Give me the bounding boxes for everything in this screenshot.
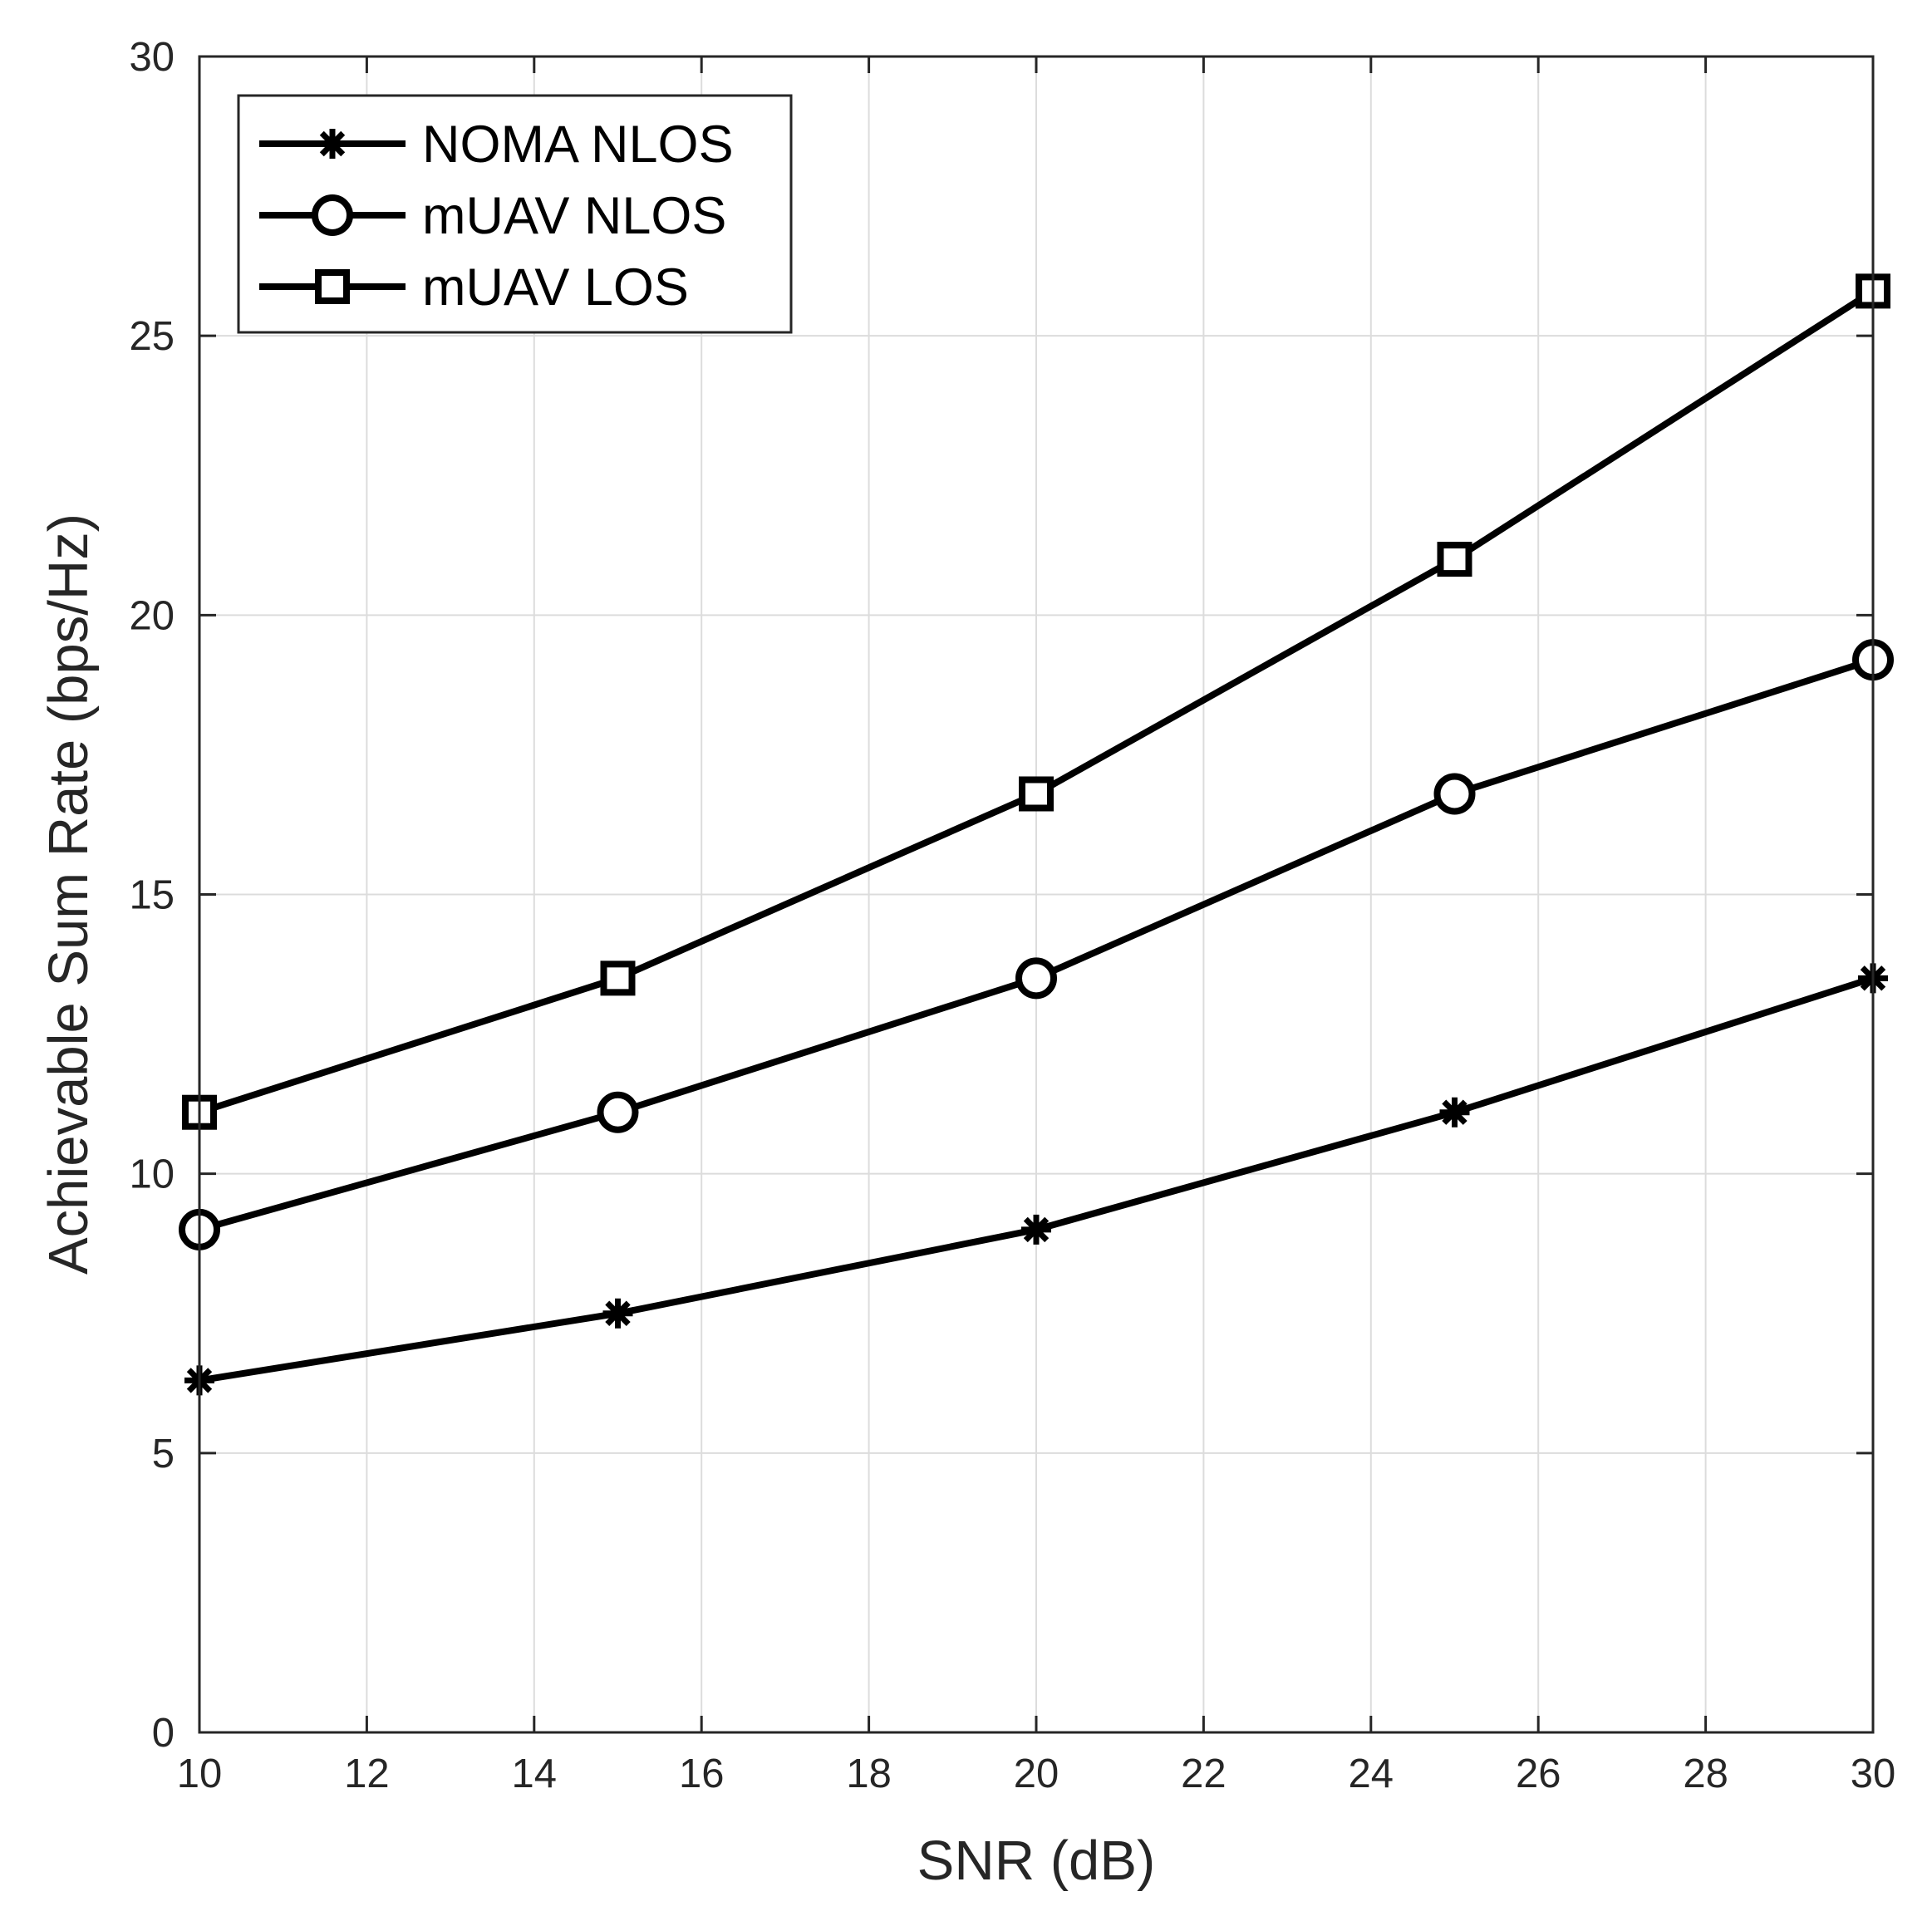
x-tick-label: 16 (679, 1752, 725, 1796)
data-point (1437, 542, 1472, 577)
data-point (1439, 1097, 1470, 1128)
y-tick-label: 20 (129, 593, 175, 638)
series-noma-nlos (184, 963, 1888, 1396)
x-tick-label: 30 (1851, 1752, 1896, 1796)
data-point (602, 1298, 633, 1329)
x-tick-label: 18 (846, 1752, 892, 1796)
legend-label: NOMA NLOS (422, 115, 734, 174)
x-tick-label: 26 (1516, 1752, 1561, 1796)
x-tick-label: 10 (177, 1752, 223, 1796)
legend: NOMA NLOS mUAV NLOS mUAV LOS (237, 94, 793, 334)
y-tick-label: 15 (129, 873, 175, 918)
y-tick-label: 10 (129, 1152, 175, 1197)
asterisk-stroke (319, 130, 346, 157)
legend-label: mUAV LOS (422, 258, 689, 317)
x-axis-label: SNR (dB) (917, 1830, 1156, 1892)
y-tick-label: 0 (152, 1711, 175, 1756)
series (179, 273, 1894, 1396)
x-tick-label: 14 (512, 1752, 558, 1796)
legend-marker (317, 129, 347, 159)
data-point (1015, 957, 1057, 1000)
asterisk-stroke (605, 1300, 631, 1326)
data-point (1021, 1214, 1051, 1245)
series-muav-nlos (179, 639, 1894, 1250)
x-tick-label: 28 (1683, 1752, 1728, 1796)
asterisk-stroke (1023, 1216, 1050, 1243)
y-tick-label: 5 (152, 1432, 175, 1476)
data-point (1019, 776, 1054, 812)
legend-item: NOMA NLOS (259, 115, 734, 174)
x-tick-label: 24 (1349, 1752, 1394, 1796)
y-tick-label: 30 (129, 35, 175, 80)
legend-marker (312, 194, 353, 236)
legend-item: mUAV LOS (259, 258, 689, 317)
legend-item: mUAV NLOS (259, 187, 726, 245)
legend-label: mUAV NLOS (422, 187, 726, 245)
x-tick-label: 12 (344, 1752, 390, 1796)
x-tick-label: 20 (1014, 1752, 1059, 1796)
data-point (1433, 773, 1476, 815)
ticks: 10 12 14 16 18 20 22 24 26 28 30 0 5 10 15 20 25 30 (129, 35, 1895, 1796)
legend-marker (315, 269, 350, 304)
asterisk-stroke (1442, 1099, 1467, 1125)
data-point (600, 960, 636, 996)
y-axis-label: Achievable Sum Rate (bps/Hz) (37, 513, 100, 1275)
x-tick-label: 22 (1181, 1752, 1227, 1796)
data-point (597, 1091, 639, 1133)
y-tick-label: 25 (129, 314, 175, 359)
